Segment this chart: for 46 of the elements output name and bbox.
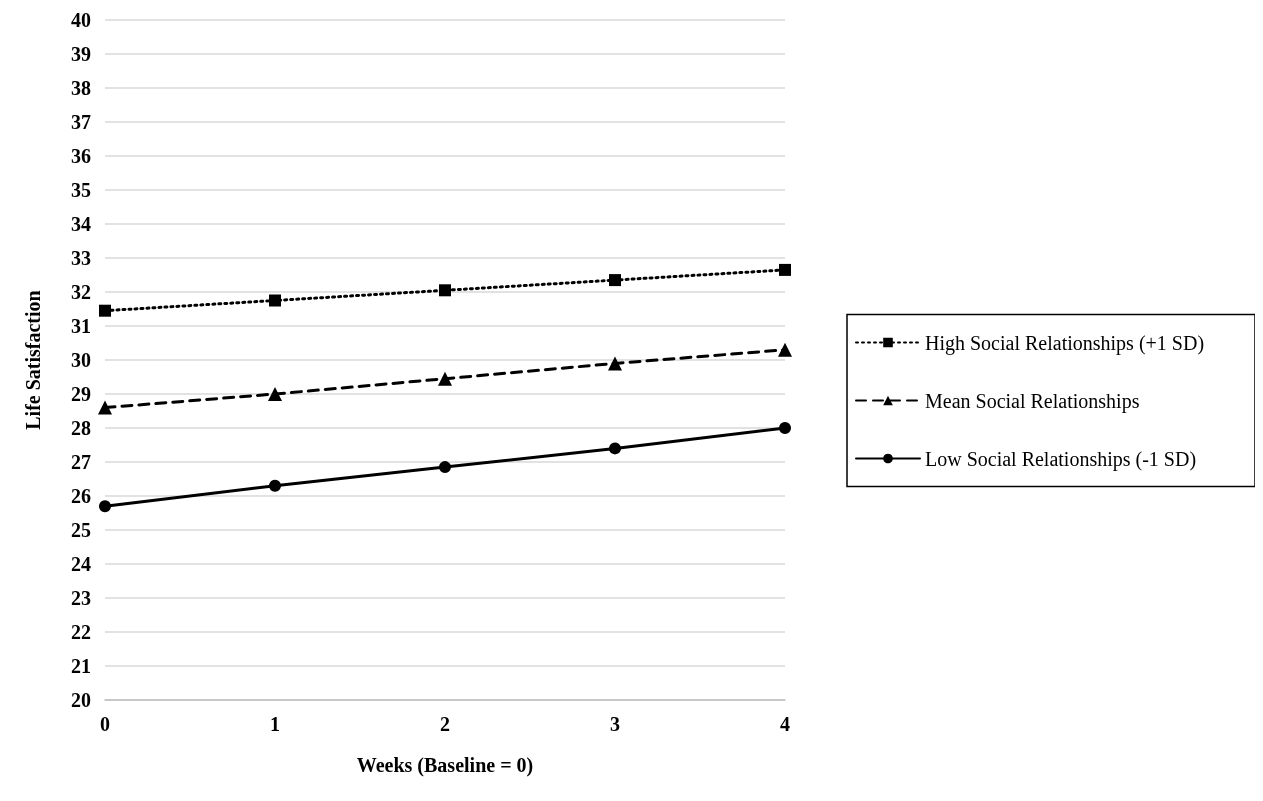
y-tick-label: 33 bbox=[71, 247, 91, 269]
legend-label: Mean Social Relationships bbox=[925, 389, 1140, 413]
point bbox=[779, 263, 791, 276]
y-tick-label: 28 bbox=[71, 417, 91, 439]
point bbox=[268, 387, 282, 401]
y-tick-label: 29 bbox=[71, 383, 91, 405]
x-tick-label: 2 bbox=[440, 713, 450, 735]
point bbox=[269, 294, 281, 307]
y-tick-label: 30 bbox=[71, 349, 91, 371]
point bbox=[439, 284, 451, 297]
x-tick-label: 1 bbox=[270, 713, 280, 735]
point bbox=[779, 422, 791, 434]
x-tick-label: 3 bbox=[610, 713, 620, 735]
y-tick-label: 37 bbox=[71, 111, 91, 133]
y-tick-label: 32 bbox=[71, 281, 91, 303]
y-tick-label: 21 bbox=[71, 655, 91, 677]
x-tick-label: 0 bbox=[100, 713, 110, 735]
y-tick-label: 25 bbox=[71, 519, 91, 541]
legend-label: Low Social Relationships (-1 SD) bbox=[925, 447, 1197, 471]
y-tick-label: 36 bbox=[71, 145, 91, 167]
point bbox=[99, 500, 111, 513]
point bbox=[98, 400, 112, 415]
point bbox=[99, 304, 111, 317]
y-tick-label: 31 bbox=[71, 315, 91, 337]
y-tick-label: 22 bbox=[71, 621, 91, 643]
point bbox=[439, 461, 451, 474]
y-tick-label: 24 bbox=[71, 553, 91, 575]
point bbox=[608, 356, 622, 371]
y-axis-title: Life Satisfaction bbox=[22, 290, 44, 430]
x-axis-title: Weeks (Baseline = 0) bbox=[356, 754, 534, 777]
y-tick-label: 35 bbox=[71, 179, 91, 201]
point bbox=[438, 371, 452, 386]
point bbox=[778, 342, 792, 357]
y-tick-label: 20 bbox=[71, 689, 91, 711]
y-tick-label: 34 bbox=[71, 213, 91, 235]
y-tick-label: 40 bbox=[71, 9, 91, 31]
y-tick-label: 39 bbox=[71, 43, 91, 65]
point bbox=[609, 274, 621, 287]
point bbox=[269, 479, 281, 492]
y-tick-label: 38 bbox=[71, 77, 91, 99]
x-tick-label: 4 bbox=[780, 713, 790, 735]
y-tick-label: 23 bbox=[71, 587, 91, 609]
legend-label: High Social Relationships (+1 SD) bbox=[925, 331, 1205, 355]
y-tick-label: 26 bbox=[71, 485, 91, 507]
y-tick-label: 27 bbox=[71, 451, 91, 473]
point bbox=[609, 442, 621, 455]
